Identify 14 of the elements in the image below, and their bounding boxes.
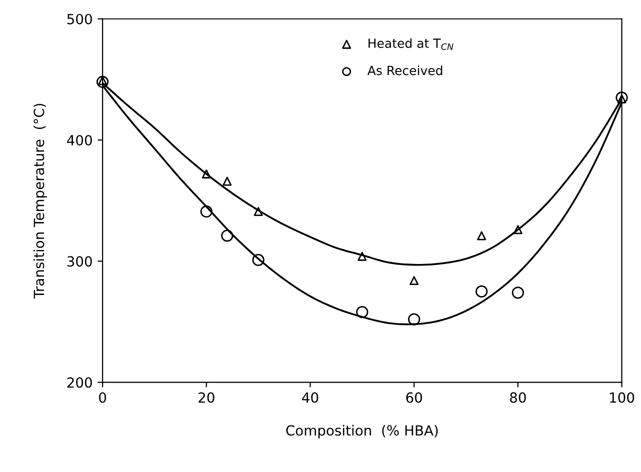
y-tick-label: 500 (67, 14, 92, 24)
x-tick-label: 20 (198, 392, 214, 403)
x-tick-label: 80 (510, 392, 526, 403)
x-tick-label: 60 (406, 392, 422, 403)
y-tick-label: 200 (67, 377, 92, 388)
legend-label: Heated at T$_{CN}$ (368, 38, 454, 50)
legend-label: As Received (367, 66, 442, 76)
x-tick-label: 40 (302, 392, 318, 403)
y-tick-label: 300 (67, 256, 92, 267)
x-tick-label: 0 (99, 392, 106, 403)
x-tick-label: 100 (610, 392, 634, 403)
x-axis-title: Composition (% HBA) (286, 424, 438, 438)
y-tick-label: 400 (67, 134, 92, 146)
y-axis-title: Transition Temperature (°C) (33, 104, 47, 299)
